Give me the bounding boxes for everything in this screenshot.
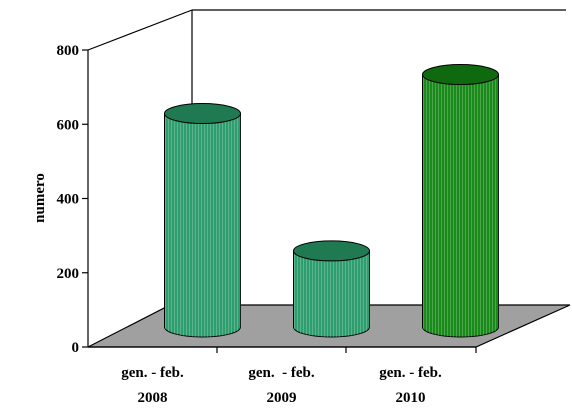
y-axis: 0 200 400 600 800 — [57, 43, 88, 356]
bar-top — [164, 103, 241, 125]
bar-top — [422, 64, 499, 86]
y-axis-title: numero — [32, 173, 48, 223]
x-tick-label: gen. - feb. — [248, 365, 314, 381]
y-tick-label: 800 — [57, 43, 80, 59]
bar-top — [293, 240, 370, 262]
bar-stripes — [293, 250, 370, 337]
bar — [164, 103, 241, 338]
x-tick-label: gen. - feb. — [121, 365, 184, 381]
y-tick-label: 600 — [57, 117, 80, 133]
y-tick-label: 0 — [72, 340, 80, 356]
front-top-edge — [87, 9, 193, 51]
x-tick-label: 2009 — [267, 390, 297, 406]
x-tick-label: gen. - feb. — [379, 365, 442, 381]
x-tick-label: 2008 — [138, 390, 168, 406]
bar — [293, 240, 370, 338]
x-axis: gen. - feb. 2008 gen. - feb. 2009 gen. - feb… — [121, 347, 477, 406]
bar — [422, 64, 499, 338]
y-tick-label: 200 — [57, 266, 80, 282]
x-tick-label: 2010 — [396, 390, 426, 406]
bar-stripes — [422, 74, 499, 338]
y-tick-label: 400 — [57, 192, 80, 208]
bar-stripes — [164, 113, 241, 337]
bars — [164, 64, 499, 338]
